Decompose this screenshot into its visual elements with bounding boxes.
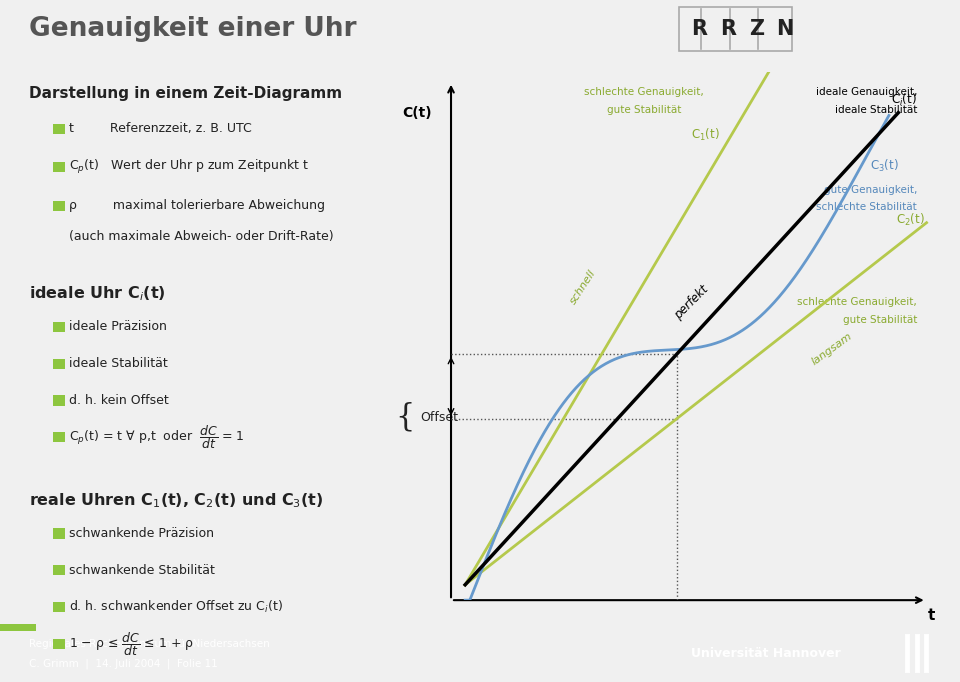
Bar — [53, 201, 65, 211]
Text: C$_3$(t): C$_3$(t) — [870, 158, 899, 174]
Bar — [53, 162, 65, 173]
Text: N: N — [777, 19, 794, 39]
Text: t: t — [927, 608, 935, 623]
Text: C(t): C(t) — [402, 106, 432, 119]
Text: C$_i$(t): C$_i$(t) — [891, 91, 917, 108]
Bar — [53, 639, 65, 649]
Text: gute Stabilität: gute Stabilität — [843, 315, 917, 325]
Bar — [53, 602, 65, 612]
Text: Genauigkeit einer Uhr: Genauigkeit einer Uhr — [29, 16, 356, 42]
Text: Universität Hannover: Universität Hannover — [691, 647, 841, 659]
Text: reale Uhren C$_1$(t), C$_2$(t) und C$_3$(t): reale Uhren C$_1$(t), C$_2$(t) und C$_3$… — [29, 491, 324, 509]
Text: ideale Stabilität: ideale Stabilität — [69, 357, 168, 370]
Text: ideale Genauigkeit,: ideale Genauigkeit, — [816, 87, 917, 97]
Text: ρ         maximal tolerierbare Abweichung: ρ maximal tolerierbare Abweichung — [69, 199, 325, 212]
Text: Darstellung in einem Zeit-Diagramm: Darstellung in einem Zeit-Diagramm — [29, 87, 342, 101]
Text: R: R — [691, 19, 707, 39]
Text: C$_1$(t): C$_1$(t) — [691, 128, 720, 143]
Text: Regionales Rechenzentrum für Niedersachsen: Regionales Rechenzentrum für Niedersachs… — [29, 639, 270, 649]
Text: perfekt: perfekt — [672, 283, 710, 322]
Text: R: R — [720, 19, 735, 39]
Text: d. h. schwankender Offset zu C$_i$(t): d. h. schwankender Offset zu C$_i$(t) — [69, 599, 283, 615]
Text: Offset: Offset — [420, 411, 459, 424]
Bar — [53, 322, 65, 332]
Text: schwankende Stabilität: schwankende Stabilität — [69, 564, 215, 577]
Text: 1 − ρ ≤ $\dfrac{dC}{dt}$ ≤ 1 + ρ: 1 − ρ ≤ $\dfrac{dC}{dt}$ ≤ 1 + ρ — [69, 630, 194, 658]
Bar — [53, 123, 65, 134]
Text: schlechte Genauigkeit,: schlechte Genauigkeit, — [798, 297, 917, 308]
Text: ideale Uhr C$_i$(t): ideale Uhr C$_i$(t) — [29, 284, 165, 303]
Text: t         Referenzzeit, z. B. UTC: t Referenzzeit, z. B. UTC — [69, 122, 252, 135]
Text: schwankende Präzision: schwankende Präzision — [69, 527, 214, 540]
Text: ideale Präzision: ideale Präzision — [69, 321, 167, 333]
Text: schnell: schnell — [568, 268, 598, 306]
Text: langsam: langsam — [810, 331, 854, 367]
Text: gute Genauigkeit,: gute Genauigkeit, — [824, 185, 917, 194]
Bar — [53, 432, 65, 443]
Text: gute Stabilität: gute Stabilität — [607, 105, 682, 115]
Text: Z: Z — [749, 19, 764, 39]
Bar — [0, 624, 36, 631]
Bar — [53, 565, 65, 576]
Text: C. Grimm  |  14. Juli 2004  |  Folie 11: C. Grimm | 14. Juli 2004 | Folie 11 — [29, 658, 218, 668]
Text: C$_2$(t): C$_2$(t) — [896, 212, 924, 228]
Text: ideale Stabilität: ideale Stabilität — [835, 105, 917, 115]
Text: C$_p$(t) = t ∀ p,t  oder  $\dfrac{dC}{dt}$ = 1: C$_p$(t) = t ∀ p,t oder $\dfrac{dC}{dt}$… — [69, 424, 245, 451]
Bar — [53, 396, 65, 406]
Text: schlechte Genauigkeit,: schlechte Genauigkeit, — [585, 87, 704, 97]
Text: {: { — [396, 402, 415, 433]
Bar — [53, 359, 65, 369]
Text: C$_p$(t)   Wert der Uhr p zum Zeitpunkt t: C$_p$(t) Wert der Uhr p zum Zeitpunkt t — [69, 158, 309, 176]
Text: schlechte Stabilität: schlechte Stabilität — [816, 203, 917, 213]
Bar — [53, 529, 65, 539]
Text: (auch maximale Abweich- oder Drift-Rate): (auch maximale Abweich- oder Drift-Rate) — [69, 231, 334, 243]
Text: d. h. kein Offset: d. h. kein Offset — [69, 394, 169, 407]
